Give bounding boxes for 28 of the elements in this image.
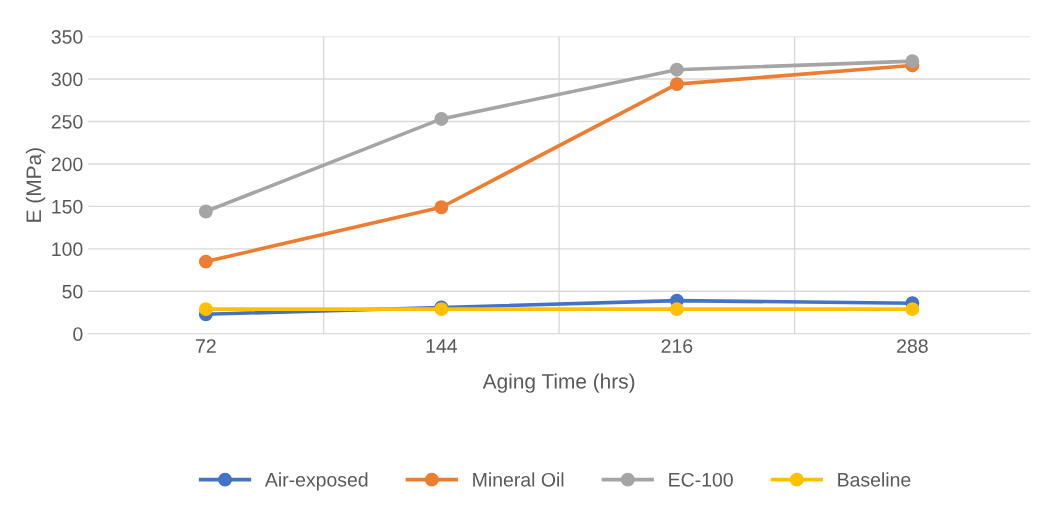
- point: [669, 77, 684, 92]
- x-tick-label: 216: [661, 339, 693, 353]
- x-tick-label: 72: [196, 339, 216, 353]
- point: [434, 111, 449, 126]
- legend-label: EC-100: [669, 472, 733, 487]
- point: [434, 200, 449, 215]
- point: [905, 54, 920, 69]
- point: [669, 62, 684, 77]
- y-tick-label: 150: [52, 199, 83, 214]
- point: [198, 204, 213, 219]
- x-tick-label: 144: [426, 339, 458, 353]
- y-tick-label: 350: [51, 30, 83, 44]
- point: [905, 302, 920, 317]
- x-axis-title: Aging Time (hrs): [482, 373, 635, 393]
- legend-label: Baseline: [838, 472, 911, 487]
- legend-label: Air-exposed: [264, 472, 368, 491]
- x-tick-label: 288: [897, 339, 928, 353]
- point: [198, 254, 213, 269]
- y-tick-label: 200: [51, 157, 83, 172]
- y-axis-title: E (MPa): [25, 148, 46, 222]
- y-tick-label: 0: [73, 327, 83, 341]
- y-tick-label: 100: [52, 242, 83, 257]
- y-tick-label: 50: [62, 284, 83, 299]
- point: [198, 302, 213, 317]
- y-tick-label: 250: [51, 114, 83, 129]
- y-tick-label: 300: [51, 72, 83, 87]
- legend-label: Mineral Oil: [473, 472, 564, 487]
- point: [669, 302, 684, 317]
